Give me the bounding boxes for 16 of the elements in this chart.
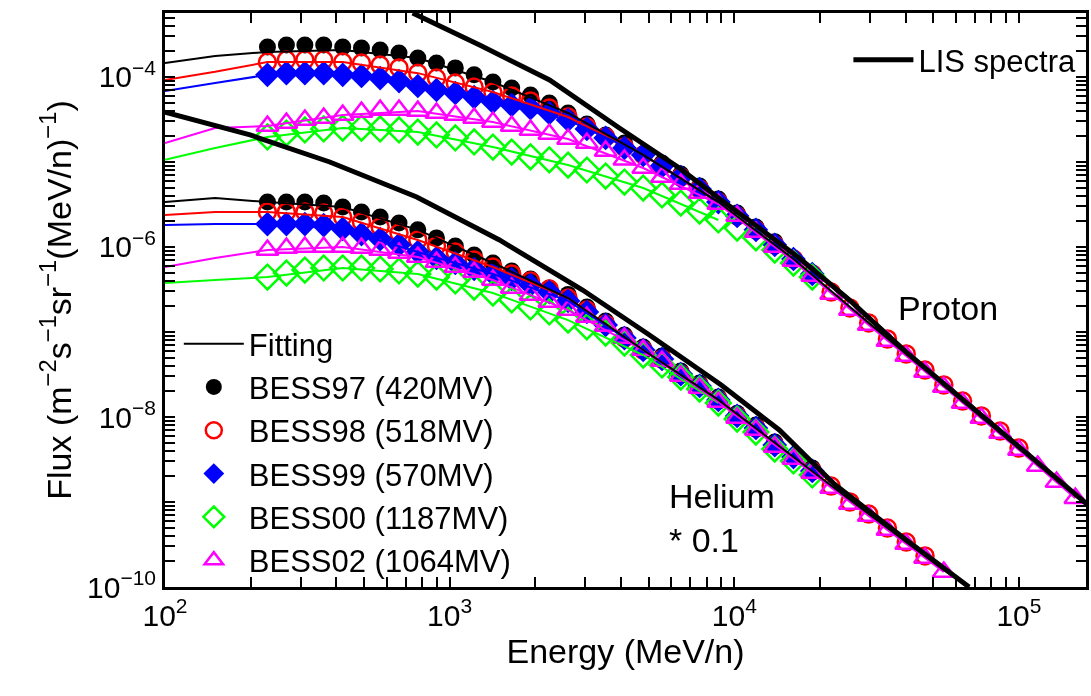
legend-label: BESS00 (1187MV) (248, 500, 509, 536)
x-tick-label: 10$^{4}$ (711, 594, 758, 632)
y-tick-label: 10$^{−6}$ (98, 225, 156, 264)
legend-label: BESS99 (570MV) (248, 457, 494, 493)
annotation: Proton (898, 289, 999, 327)
x-tick-label: 10$^{5}$ (996, 594, 1042, 632)
y-tick-label: 10$^{−8}$ (98, 395, 156, 434)
legend-label: LIS spectra (918, 43, 1076, 79)
y-tick-label: 10$^{−4}$ (98, 55, 157, 94)
annotation: Helium * 0.1 (669, 477, 775, 560)
legend-label: Fitting (248, 327, 334, 363)
legend-label: BESS02 (1064MV) (248, 544, 511, 580)
legend-label: BESS97 (420MV) (248, 371, 494, 407)
x-tick-label: 10$^{3}$ (427, 594, 473, 632)
x-axis-title: Energy (MeV/n) (506, 632, 745, 670)
legend-label: BESS98 (518MV) (248, 414, 494, 450)
